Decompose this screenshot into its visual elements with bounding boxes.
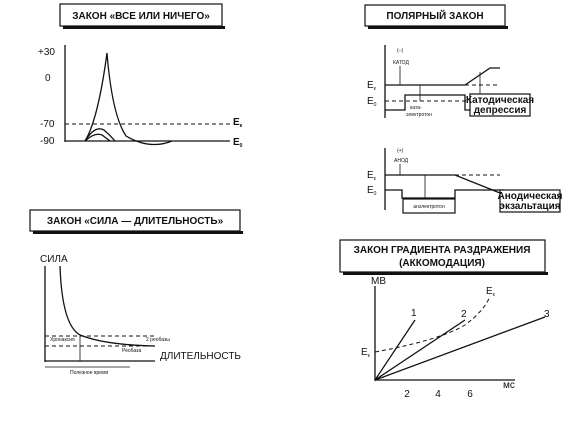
x-tick-label: 6: [467, 389, 473, 400]
title: ПОЛЯРНЫЙ ЗАКОН: [386, 9, 483, 22]
ek: E: [367, 170, 374, 181]
e0-sub: 0: [374, 102, 377, 108]
y-label: СИЛА: [40, 254, 68, 265]
electrode: КАТОД: [393, 60, 409, 66]
ek-sub: к: [240, 123, 243, 129]
tick-label: +30: [38, 47, 55, 58]
title: ЗАКОН ГРАДИЕНТА РАЗДРАЖЕНИЯ: [354, 245, 531, 256]
e0-label: E0: [367, 185, 377, 197]
box-shadow: [368, 26, 508, 29]
e0: E: [233, 137, 240, 148]
e0: E: [367, 185, 374, 196]
ek-sub: к: [374, 176, 377, 182]
gradient-line: [374, 319, 466, 381]
title: ЗАКОН «СИЛА — ДЛИТЕЛЬНОСТЬ»: [47, 216, 224, 227]
curve-label: Eк: [486, 286, 496, 298]
ek-label: Eк: [367, 170, 377, 182]
ek: E: [486, 286, 493, 297]
x-label: ДЛИТЕЛЬНОСТЬ: [160, 351, 241, 362]
ek: E: [367, 80, 374, 91]
tick-label: 0: [45, 73, 51, 84]
sign: (–): [397, 48, 403, 54]
e0: E: [367, 96, 374, 107]
gradient-line: [374, 316, 546, 381]
ek-label: Eк: [233, 117, 243, 129]
tone: электротон: [406, 112, 432, 118]
threshold-trace: [385, 67, 500, 86]
tick-label: -90: [40, 136, 55, 147]
sign: (+): [397, 148, 404, 154]
electrode: АНОД: [394, 158, 409, 164]
title: (АККОМОДАЦИЯ): [399, 258, 485, 269]
e0-sub: 0: [240, 143, 243, 149]
line-label: 2: [461, 309, 467, 320]
ek-label: Eк: [361, 347, 371, 359]
ek-sub: к: [368, 353, 371, 359]
title: ЗАКОН «ВСЕ ИЛИ НИЧЕГО»: [72, 11, 210, 22]
local-response: [84, 128, 116, 142]
result: Катодическая: [466, 95, 534, 106]
e0-label: E0: [367, 96, 377, 108]
ek: E: [361, 347, 368, 358]
tone-box: [402, 198, 456, 214]
ek-sub: к: [374, 86, 377, 92]
tick-label: -70: [40, 119, 55, 130]
result-box: [499, 189, 561, 213]
ek-label: Eк: [367, 80, 377, 92]
result: Анодическая: [498, 191, 563, 202]
useful-time: Полезное время: [70, 370, 109, 376]
tone: ката-: [410, 105, 422, 111]
chronaxie: Хронаксия: [50, 337, 75, 343]
e0-label: E0: [233, 137, 243, 149]
box-shadow: [343, 272, 548, 275]
potential-trace: [385, 189, 505, 199]
rheobase: Реобаза: [122, 348, 141, 354]
line-label: 3: [544, 309, 550, 320]
local-response: [84, 133, 111, 142]
box-shadow: [63, 26, 225, 29]
threshold-curve: [374, 295, 491, 353]
ek-sub: к: [493, 292, 496, 298]
two-rheobase: 2 реобазы: [146, 337, 170, 343]
x-label: мс: [503, 380, 515, 391]
tone: анэлектротон: [413, 204, 445, 210]
x-tick-label: 2: [404, 389, 410, 400]
gradient-line: [374, 319, 416, 381]
e0-sub: 0: [374, 191, 377, 197]
strength-duration-curve: [59, 265, 156, 347]
line-label: 1: [411, 308, 417, 319]
ek: E: [233, 117, 240, 128]
title-box: [339, 239, 546, 273]
y-label: МВ: [371, 276, 386, 287]
x-tick-label: 4: [435, 389, 441, 400]
result-box: [469, 93, 531, 117]
spike: [84, 52, 173, 146]
result: депрессия: [474, 105, 527, 116]
result: экзальтация: [499, 201, 560, 212]
threshold-trace: [385, 174, 506, 196]
box-shadow: [33, 231, 243, 234]
